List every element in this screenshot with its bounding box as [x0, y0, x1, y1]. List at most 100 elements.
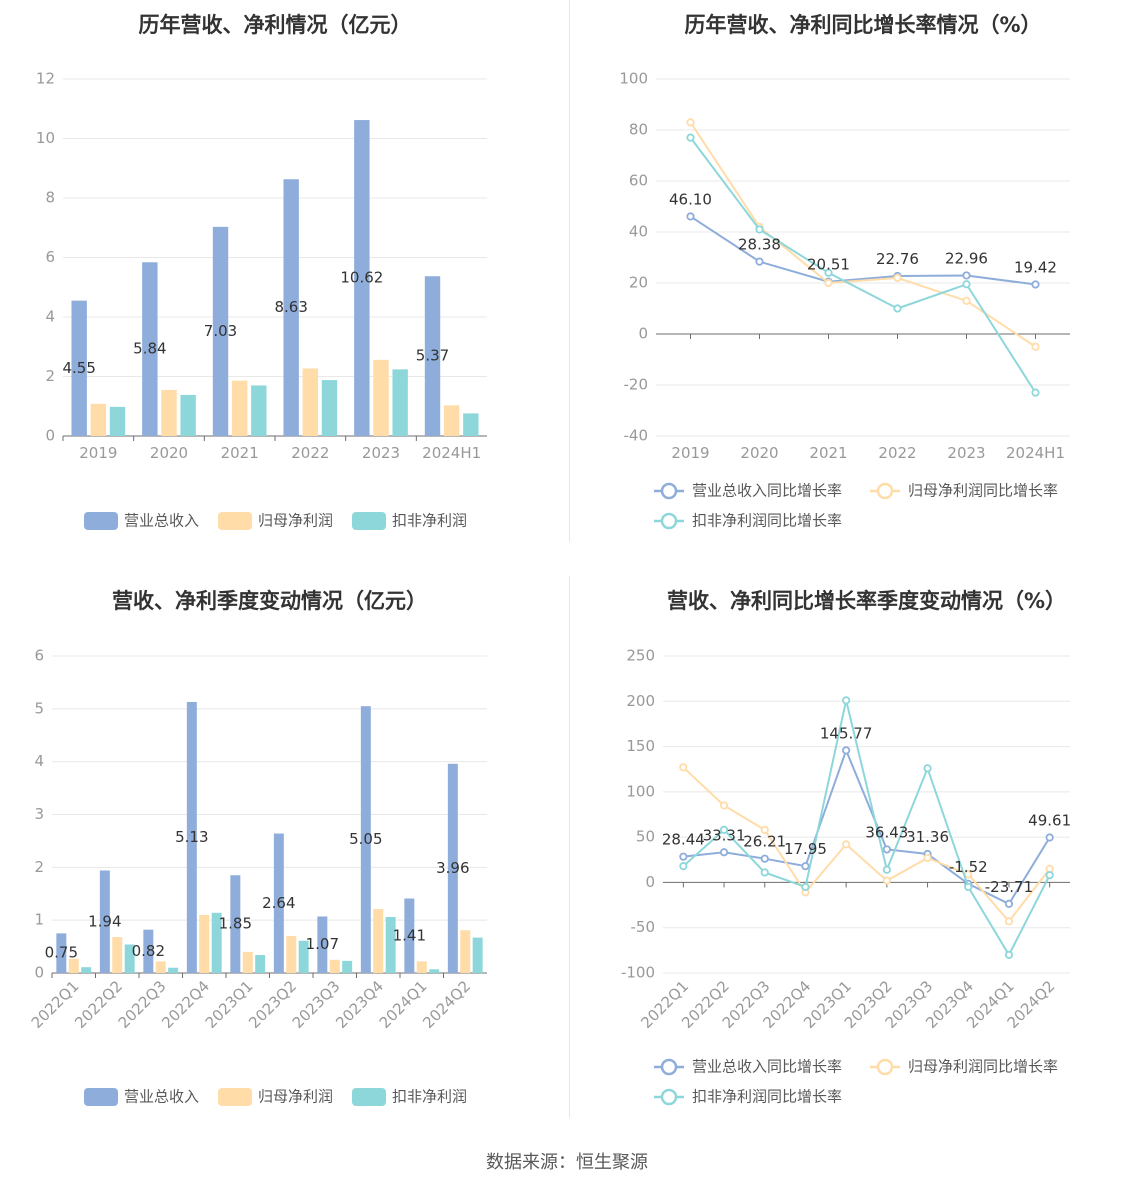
bar-扣非净利润 [321, 380, 338, 436]
point-归母净利润同比增长率 [923, 853, 932, 863]
bar-归母净利润 [302, 368, 319, 436]
bar-营业总收入 [142, 262, 158, 436]
point-营业总收入同比增长率 [686, 212, 695, 221]
point-营业总收入同比增长率 [882, 845, 891, 854]
point-归母净利润同比增长率 [893, 273, 902, 282]
annual-revenue-profit-svg: 历年营收、净利情况（亿元） 0 2 4 6 8 10 12 2019 2020 2021 2022 20… [36, 13, 487, 530]
y-tick-label: -50 [631, 918, 656, 936]
point-扣非净利润同比增长率 [1045, 871, 1054, 880]
bar-扣非净利润 [429, 969, 440, 973]
bar-扣非净利润 [392, 369, 408, 436]
legend-label: 扣非净利润 [392, 1088, 467, 1106]
quarterly-revenue-profit-svg: 营收、净利季度变动情况（亿元） 0 1 2 3 4 5 6 2022Q12022Q22022Q3… [28, 589, 487, 1106]
point-营业总收入同比增长率 [801, 862, 810, 871]
point-营业总收入同比增长率 [755, 257, 764, 266]
bar-营业总收入 [447, 763, 458, 973]
bar-扣非净利润 [298, 940, 309, 973]
legend-swatch [84, 512, 118, 530]
x-tick-label: 2024H1 [422, 444, 481, 462]
bar-归母净利润 [373, 909, 384, 973]
bar-扣非净利润 [124, 944, 135, 973]
line-data-label: 22.96 [945, 249, 988, 267]
line-data-label: 28.38 [738, 236, 781, 254]
point-归母净利润同比增长率 [964, 870, 973, 879]
bar-归母净利润 [286, 936, 297, 973]
bar-扣非净利润 [211, 912, 222, 973]
y-tick-label: -100 [621, 964, 655, 982]
x-tick-label: 2022 [291, 444, 329, 462]
bar-data-label: 1.94 [88, 912, 121, 930]
x-tick-label: 2019 [79, 444, 117, 462]
legend-swatch [352, 512, 386, 530]
y-tick-label: 50 [636, 828, 655, 846]
legend-label: 归母净利润 [258, 1088, 333, 1106]
bar-扣非净利润 [81, 967, 92, 973]
point-扣非净利润同比增长率 [679, 862, 688, 871]
bar-营业总收入 [212, 226, 229, 436]
line-data-label: -1.52 [949, 858, 988, 876]
bar-营业总收入 [404, 898, 415, 973]
point-归母净利润同比增长率 [1045, 864, 1054, 873]
line-data-label: 17.95 [784, 840, 827, 858]
x-tick-label: 2023Q3 [289, 977, 344, 1032]
point-营业总收入同比增长率 [1031, 280, 1040, 289]
point-营业总收入同比增长率 [719, 848, 729, 857]
y-tick-label: 0 [45, 427, 55, 445]
bar-营业总收入 [56, 933, 67, 973]
chart-title: 历年营收、净利同比增长率情况（%） [684, 13, 1041, 37]
bar-归母净利润 [416, 961, 427, 973]
bar-扣非净利润 [109, 406, 126, 436]
y-tick-label: 150 [626, 737, 655, 755]
bar-data-label: 7.03 [204, 322, 237, 340]
point-归母净利润同比增长率 [760, 825, 769, 834]
legend-label: 扣非净利润同比增长率 [692, 1088, 842, 1106]
x-tick-label: 2024Q1 [376, 977, 431, 1032]
point-扣非净利润同比增长率 [686, 133, 695, 142]
bar-扣非净利润 [472, 937, 483, 973]
legend-swatch [84, 1088, 118, 1106]
point-扣非净利润同比增长率 [824, 268, 833, 277]
line-data-label: -23.71 [985, 878, 1033, 896]
line-营业总收入同比增长率 [689, 215, 1036, 286]
point-扣非净利润同比增长率 [893, 304, 902, 313]
point-归母净利润同比增长率 [1004, 917, 1014, 926]
point-扣非净利润同比增长率 [755, 225, 764, 234]
x-tick-label: 2024H1 [1006, 444, 1065, 462]
bar-营业总收入 [424, 276, 441, 436]
x-tick-label: 2023 [362, 444, 400, 462]
legend-marker [660, 512, 678, 530]
bar-归母净利润 [199, 914, 210, 973]
bar-营业总收入 [186, 701, 197, 973]
bar-data-label: 3.96 [436, 859, 469, 877]
legend-swatch [352, 1088, 386, 1106]
point-营业总收入同比增长率 [842, 746, 851, 755]
bar-营业总收入 [360, 706, 371, 973]
line-data-label: 19.42 [1014, 258, 1057, 276]
x-tick-label: 2022Q1 [28, 977, 83, 1032]
chart-title: 历年营收、净利情况（亿元） [139, 13, 412, 37]
bar-扣非净利润 [255, 955, 266, 973]
y-tick-label: 60 [629, 172, 648, 190]
y-tick-label: 6 [45, 248, 55, 266]
bar-data-label: 1.07 [306, 935, 339, 953]
y-tick-label: 0 [34, 964, 44, 982]
y-tick-label: 20 [629, 274, 648, 292]
legend-marker [876, 482, 894, 500]
y-tick-label: 200 [626, 692, 655, 710]
line-data-label: 20.51 [807, 256, 850, 274]
x-tick-label: 2022Q4 [158, 977, 213, 1032]
point-归母净利润同比增长率 [882, 876, 891, 885]
point-归母净利润同比增长率 [962, 296, 971, 305]
y-tick-label: 12 [36, 70, 55, 88]
point-归母净利润同比增长率 [719, 801, 729, 810]
bar-data-label: 4.55 [62, 359, 95, 377]
x-tick-label: 2022 [878, 444, 916, 462]
bar-扣非净利润 [168, 967, 179, 973]
line-扣非净利润同比增长率 [682, 700, 1051, 957]
bar-归母净利润 [112, 937, 123, 973]
bar-归母净利润 [155, 961, 166, 973]
bar-扣非净利润 [180, 394, 196, 436]
annual-growth-rate-svg: 历年营收、净利同比增长率情况（%） -40 -20 0 20 40 60 80 100 2019 2… [619, 13, 1070, 530]
legend-label: 营业总收入同比增长率 [692, 1058, 842, 1076]
bar-营业总收入 [273, 833, 284, 973]
